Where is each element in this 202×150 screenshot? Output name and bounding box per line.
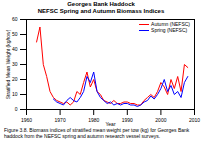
svg-text:1990: 1990 [122,117,133,123]
svg-text:1970: 1970 [55,117,66,123]
svg-text:10: 10 [12,91,18,97]
html-text:Georges Bank Haddock: Georges Bank Haddock [67,1,135,7]
svg-text:Stratified Mean Weight (kg/tow: Stratified Mean Weight (kg/tow) [5,29,11,99]
svg-text:2000: 2000 [155,117,166,123]
svg-text:1960: 1960 [21,117,32,123]
svg-text:Year: Year [105,121,115,127]
html-text:Autumn (NEFSC): Autumn (NEFSC) [151,21,190,27]
svg-text:30: 30 [12,61,18,67]
html-text:NEFSC Spring and Autumn Biomas: NEFSC Spring and Autumn Biomass Indices [37,8,165,14]
html-text:Figure 3.8. Biomass indices of: Figure 3.8. Biomass indices of stratifie… [4,127,190,139]
svg-text:2010: 2010 [189,117,200,123]
svg-text:50: 50 [12,31,18,37]
svg-text:40: 40 [12,46,18,52]
svg-text:60: 60 [12,16,18,22]
svg-text:0: 0 [15,106,18,112]
html-text:Spring (NEFSC): Spring (NEFSC) [151,27,188,33]
svg-text:1980: 1980 [88,117,99,123]
svg-text:20: 20 [12,76,18,82]
